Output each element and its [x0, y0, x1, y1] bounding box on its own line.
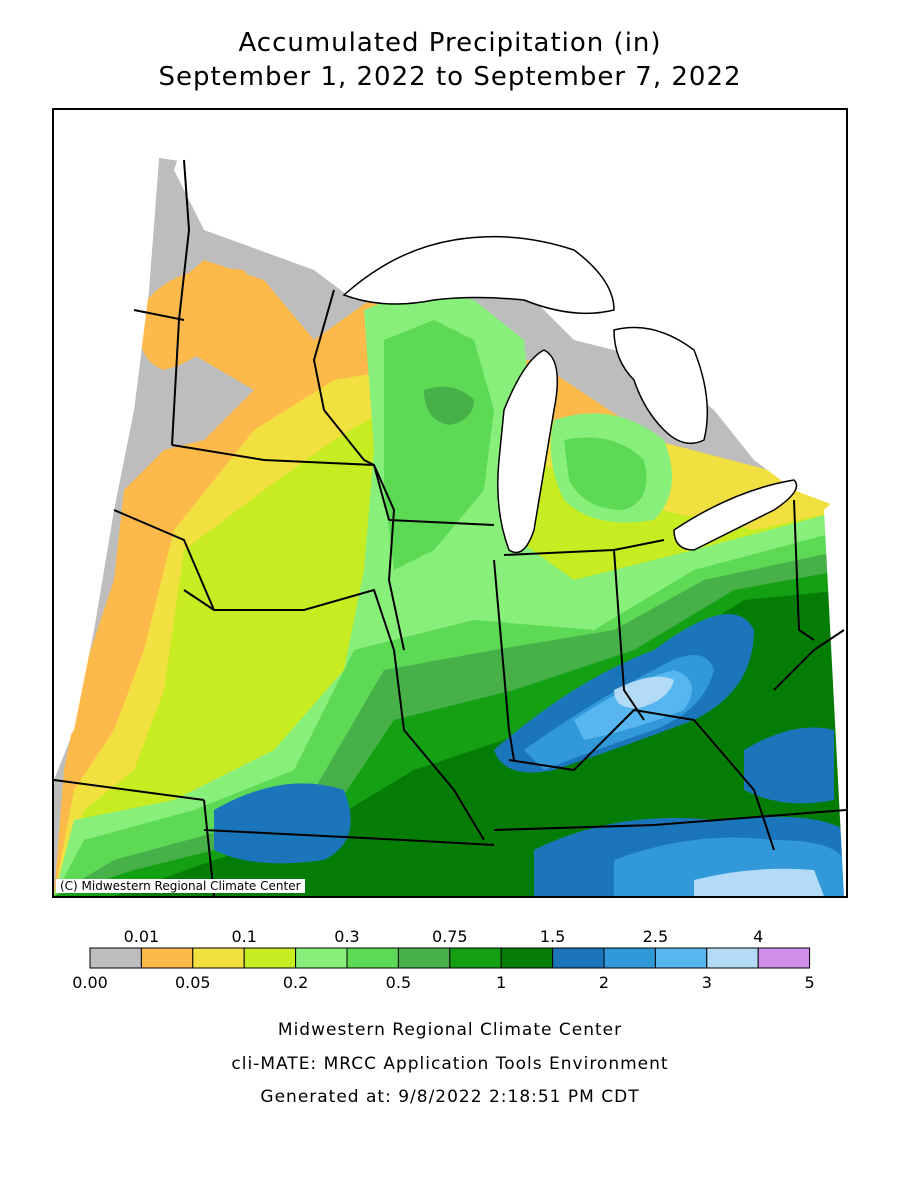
map-panel [52, 108, 848, 898]
precip-patch-mi-green [564, 437, 647, 510]
legend-swatch [243, 947, 297, 969]
footer-generated-time: Generated at: 9/8/2022 2:18:51 PM CDT [260, 1087, 640, 1107]
precip-band-0.3 [384, 320, 494, 570]
legend-top-label: 2.5 [643, 927, 668, 946]
legend-bottom-label: 2 [599, 973, 609, 992]
state-boundaries [54, 159, 846, 896]
legend-swatch [449, 947, 502, 969]
boundary-mi-in [503, 539, 665, 556]
boundary-ky-tn [493, 809, 846, 831]
footer-organization: Midwestern Regional Climate Center [277, 1020, 623, 1040]
legend-top-label: 4 [753, 927, 763, 946]
legend-bottom-label: 0.2 [283, 973, 308, 992]
legend-swatch [89, 947, 142, 969]
boundary-il-in [493, 559, 515, 761]
boundary-wv [773, 629, 845, 691]
legend-bottom-label: 1 [496, 973, 506, 992]
boundary-nd-mn [171, 159, 191, 446]
footer-tool-name: cli-MATE: MRCC Application Tools Environ… [231, 1054, 669, 1074]
precip-patch-blue-e [744, 727, 834, 804]
legend-top-label: 0.3 [334, 927, 359, 946]
precip-band-3 [614, 676, 674, 709]
color-legend: 0.01 0.1 0.3 0.75 1.5 2.5 4 0.00 0.05 0.2 0.5 1 2 3 5 [72, 927, 815, 992]
legend-top-label: 0.01 [124, 927, 160, 946]
legend-swatch [552, 947, 605, 969]
legend-swatch [706, 947, 759, 969]
precip-patch-wi-dark [424, 386, 474, 425]
boundary-mn-ia [171, 444, 390, 521]
boundary-ia-il [373, 464, 405, 651]
boundary-sd-ne [113, 509, 215, 611]
legend-bottom-label: 3 [702, 973, 712, 992]
lake-erie [673, 479, 798, 551]
outside-edge-right [824, 490, 846, 896]
canada-no-data [174, 110, 846, 510]
legend-swatch [500, 947, 554, 969]
legend-swatch [397, 947, 451, 969]
legend-bottom-label: 5 [805, 973, 815, 992]
legend-top-label: 0.1 [231, 927, 256, 946]
legend-swatch [757, 947, 811, 969]
precip-patch-blue-sw [214, 783, 351, 864]
map-title: Accumulated Precipitation (in) [238, 28, 662, 58]
legend-swatch [140, 947, 194, 969]
boundary-nd-sd [133, 309, 185, 321]
legend-swatch [603, 947, 656, 969]
boundary-mn-wi [312, 289, 375, 466]
legend-top-label: 1.5 [540, 927, 565, 946]
lake-huron [613, 326, 709, 445]
boundary-mo-ar [203, 829, 495, 846]
boundary-wi-il [388, 519, 495, 526]
legend-swatch [654, 947, 708, 969]
boundary-ky-in [508, 708, 775, 851]
boundary-ne-ks [54, 779, 205, 801]
precip-patch-orange-nw [138, 268, 252, 370]
copyright-notice: (C) Midwestern Regional Climate Center [56, 879, 305, 893]
precip-patch-lightblue-se [694, 868, 824, 896]
precipitation-map [54, 110, 846, 896]
legend-bottom-label: 0.00 [72, 973, 108, 992]
lake-michigan [497, 349, 559, 554]
outside-edge-left [54, 110, 159, 760]
lake-superior [342, 235, 615, 315]
map-date-range: September 1, 2022 to September 7, 2022 [158, 62, 742, 92]
legend-swatch [192, 947, 245, 969]
legend-swatch [295, 947, 348, 969]
legend-bottom-label: 0.5 [386, 973, 411, 992]
legend-top-label: 0.75 [432, 927, 468, 946]
boundary-ia-mo [183, 588, 395, 651]
boundary-oh-pa [793, 499, 815, 641]
boundary-il-mo-river [393, 649, 485, 841]
legend-swatch [346, 947, 399, 969]
legend-bottom-label: 0.05 [175, 973, 211, 992]
